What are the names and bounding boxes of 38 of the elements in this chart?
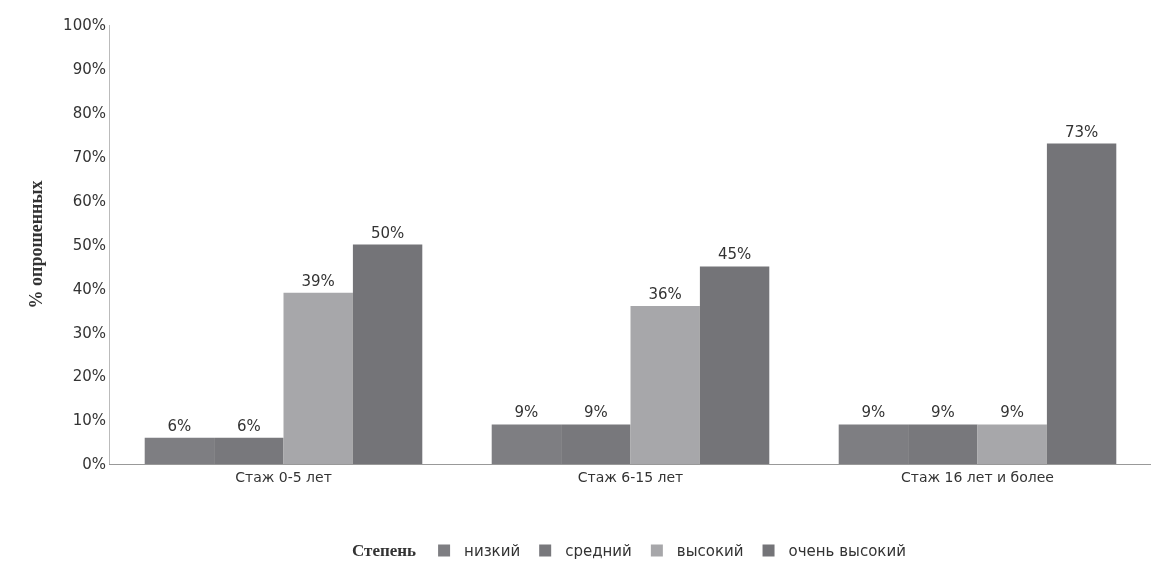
y-tick-label: 30% <box>72 323 106 342</box>
y-tick-label: 100% <box>63 16 106 35</box>
y-tick-label: 10% <box>72 411 106 430</box>
data-label: 9% <box>583 403 608 422</box>
legend-label: очень высокий <box>788 542 906 561</box>
legend-title: Степень <box>352 541 417 561</box>
y-tick-label: 90% <box>72 60 106 79</box>
bar <box>977 424 1047 464</box>
legend-label: средний <box>565 542 632 561</box>
y-tick-label: 40% <box>72 279 106 298</box>
data-label: 9% <box>930 403 955 422</box>
y-tick-label: 60% <box>72 191 106 210</box>
data-label: 6% <box>167 416 192 435</box>
bar <box>352 244 423 464</box>
data-label: 9% <box>514 403 539 422</box>
data-label: 39% <box>301 271 335 290</box>
x-tick-label: Стаж 6-15 лет <box>577 468 684 485</box>
x-tick-label: Стаж 0-5 лет <box>235 468 332 485</box>
data-label: 73% <box>1064 122 1099 141</box>
data-label: 36% <box>648 284 682 303</box>
legend-label: низкий <box>464 542 521 561</box>
y-tick-label: 70% <box>72 147 106 166</box>
data-label: 45% <box>717 245 752 264</box>
data-label: 9% <box>861 403 886 422</box>
data-label: 50% <box>370 223 405 242</box>
x-tick-label: Стаж 16 лет и более <box>901 468 1054 485</box>
legend-label: высокий <box>676 542 744 561</box>
data-label: 9% <box>1000 403 1025 422</box>
y-axis-title: % опрошенных <box>26 180 47 309</box>
bar <box>283 292 353 464</box>
y-tick-label: 20% <box>72 367 106 386</box>
y-tick-label: 0% <box>82 455 106 474</box>
y-tick-label: 80% <box>72 104 106 123</box>
bar <box>630 305 700 464</box>
data-label: 6% <box>236 416 261 435</box>
y-tick-label: 50% <box>72 235 106 254</box>
bar <box>1046 143 1117 464</box>
bar <box>699 266 770 464</box>
